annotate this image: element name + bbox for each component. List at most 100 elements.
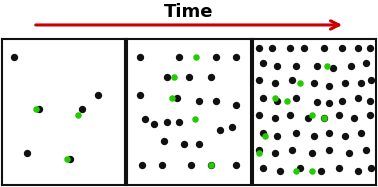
Point xyxy=(305,117,311,119)
Point xyxy=(33,108,39,111)
Point xyxy=(256,149,262,152)
Point xyxy=(274,99,280,102)
Point xyxy=(326,85,332,88)
Point xyxy=(192,118,198,121)
Point xyxy=(67,157,73,160)
Point xyxy=(367,114,373,117)
Point xyxy=(368,79,374,82)
Point xyxy=(293,169,299,172)
Point xyxy=(336,114,342,117)
Point xyxy=(309,169,315,172)
Point xyxy=(208,163,214,166)
Point xyxy=(176,121,182,124)
Point xyxy=(355,96,361,99)
Point xyxy=(229,125,235,128)
Point xyxy=(171,76,177,79)
Point xyxy=(336,166,342,169)
Point xyxy=(213,55,219,58)
Point xyxy=(296,82,302,85)
Point xyxy=(181,143,187,146)
Point xyxy=(289,79,295,82)
Point xyxy=(272,96,278,99)
Point xyxy=(256,79,262,82)
Point xyxy=(272,82,278,85)
Point xyxy=(330,67,336,70)
Point xyxy=(342,82,348,85)
Point xyxy=(256,114,262,117)
Point xyxy=(259,61,265,64)
Point xyxy=(311,82,318,85)
Point xyxy=(141,118,147,121)
Point xyxy=(161,140,167,143)
Point xyxy=(159,163,165,166)
Point xyxy=(296,166,302,169)
Point xyxy=(259,131,265,134)
Point xyxy=(186,76,192,79)
Point xyxy=(152,122,158,125)
Point xyxy=(326,131,332,134)
Point xyxy=(64,157,70,160)
Point xyxy=(213,99,219,102)
Point xyxy=(314,100,320,103)
Point xyxy=(169,96,175,99)
Point xyxy=(349,64,355,67)
Point xyxy=(287,47,293,50)
Point xyxy=(342,134,348,137)
Point xyxy=(259,96,265,99)
Point xyxy=(358,131,364,134)
Point xyxy=(355,169,361,172)
Point xyxy=(277,169,283,172)
Point xyxy=(318,169,324,172)
Point xyxy=(208,163,214,166)
Point xyxy=(262,134,268,137)
Point xyxy=(355,47,361,50)
Point xyxy=(272,151,278,154)
Point xyxy=(189,163,195,166)
Point xyxy=(326,102,332,105)
Point xyxy=(311,134,318,137)
Point xyxy=(284,99,290,102)
Point xyxy=(136,55,143,58)
Point xyxy=(293,96,299,99)
Point xyxy=(326,149,332,152)
Point xyxy=(363,61,369,64)
Point xyxy=(321,117,327,119)
Point xyxy=(309,151,315,154)
Point xyxy=(314,64,320,67)
Point xyxy=(274,134,280,137)
Point xyxy=(259,166,265,169)
Point xyxy=(233,103,239,106)
Point xyxy=(194,55,200,58)
Point xyxy=(76,114,82,117)
Point xyxy=(367,47,373,50)
Point xyxy=(287,114,293,117)
Point xyxy=(208,76,214,79)
Point xyxy=(23,151,29,154)
Point xyxy=(274,64,280,67)
Point xyxy=(256,47,262,50)
Point xyxy=(309,114,315,117)
Point xyxy=(302,47,308,50)
Point xyxy=(293,64,299,67)
Point xyxy=(339,99,345,102)
Point xyxy=(136,93,143,96)
Point xyxy=(324,64,330,67)
Point xyxy=(256,151,262,154)
Point xyxy=(346,151,352,154)
Point xyxy=(358,82,364,85)
Point xyxy=(176,55,182,58)
Point xyxy=(79,108,85,111)
Point xyxy=(368,166,374,169)
Point xyxy=(270,47,276,50)
Point xyxy=(95,93,101,96)
Point xyxy=(196,99,202,102)
Point xyxy=(321,47,327,50)
Point xyxy=(217,128,223,131)
Point xyxy=(289,149,295,152)
Point xyxy=(339,47,345,50)
Point xyxy=(351,117,357,119)
Point xyxy=(11,55,17,58)
Point xyxy=(272,117,278,119)
Point xyxy=(363,149,369,152)
Point xyxy=(174,96,180,99)
